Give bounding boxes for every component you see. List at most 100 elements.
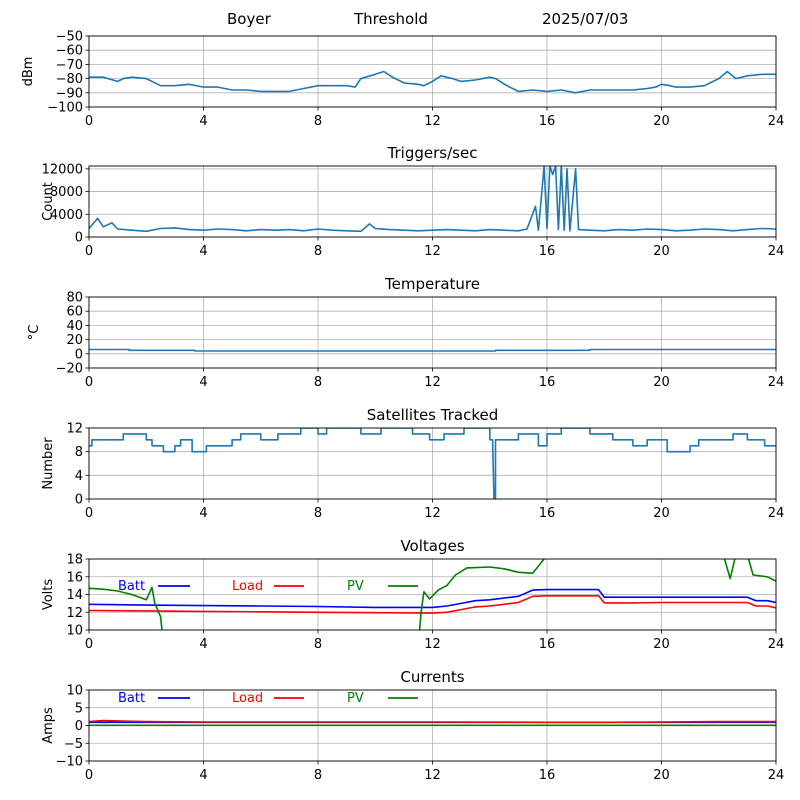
x-tick-label: 16 xyxy=(539,114,556,129)
x-tick-label: 12 xyxy=(424,506,441,521)
y-tick-label: −80 xyxy=(56,72,83,87)
x-tick-label: 20 xyxy=(653,375,670,390)
y-tick-label: −100 xyxy=(47,101,83,116)
y-axis-label: Count xyxy=(41,182,56,221)
y-tick-label: 0 xyxy=(75,231,83,246)
panel-3-series-group xyxy=(89,428,776,499)
x-tick-label: 12 xyxy=(424,375,441,390)
series-line-data xyxy=(89,166,776,233)
x-tick-label: 24 xyxy=(768,244,785,259)
x-tick-label: 12 xyxy=(424,768,441,783)
series-line-data xyxy=(89,428,776,499)
panel-frame xyxy=(88,35,777,108)
y-tick-label: 12000 xyxy=(42,162,83,177)
x-tick-label: 8 xyxy=(314,506,322,521)
y-tick-label: 80 xyxy=(66,291,83,306)
panel-4-series-group xyxy=(89,559,776,630)
x-tick-label: 0 xyxy=(85,637,93,652)
panel-0-series-group xyxy=(89,70,776,94)
x-tick-label: 20 xyxy=(653,506,670,521)
x-tick-label: 8 xyxy=(314,637,322,652)
panel-1-series-group xyxy=(89,166,776,233)
x-tick-label: 8 xyxy=(314,375,322,390)
series-line-data xyxy=(89,70,776,94)
y-tick-label: 18 xyxy=(66,553,83,568)
x-tick-label: 4 xyxy=(199,506,207,521)
header-date-label: 2025/07/03 xyxy=(542,10,629,28)
panel-5-series-group xyxy=(89,719,776,727)
series-line-batt xyxy=(89,588,776,609)
header-mode-label: Threshold xyxy=(354,10,428,28)
x-tick-label: 16 xyxy=(539,768,556,783)
y-tick-label: 40 xyxy=(66,319,83,334)
y-tick-label: 10 xyxy=(66,684,83,699)
y-tick-label: 0 xyxy=(75,493,83,508)
y-axis-label: dBm xyxy=(21,57,36,87)
y-tick-label: 20 xyxy=(66,333,83,348)
x-tick-label: 4 xyxy=(199,637,207,652)
y-axis-label: Volts xyxy=(41,579,56,611)
panel-title: Temperature xyxy=(384,275,480,293)
panel-2-series-group xyxy=(89,348,776,352)
panel-frame xyxy=(88,558,777,631)
y-tick-label: 16 xyxy=(66,570,83,585)
x-tick-label: 24 xyxy=(768,768,785,783)
y-tick-label: −90 xyxy=(56,86,83,101)
y-tick-label: 0 xyxy=(75,347,83,362)
x-tick-label: 4 xyxy=(199,244,207,259)
x-tick-label: 8 xyxy=(314,244,322,259)
y-axis-label: °C xyxy=(27,325,42,341)
x-tick-label: 16 xyxy=(539,637,556,652)
y-axis-label: Amps xyxy=(41,707,56,744)
x-tick-label: 4 xyxy=(199,375,207,390)
panel-frame xyxy=(88,689,777,762)
y-tick-label: 8000 xyxy=(50,185,83,200)
panel-frame xyxy=(88,296,777,369)
y-tick-label: 4 xyxy=(75,469,83,484)
x-tick-label: 24 xyxy=(768,375,785,390)
y-tick-label: −5 xyxy=(64,737,83,752)
x-tick-label: 16 xyxy=(539,506,556,521)
panel-frame xyxy=(88,427,777,500)
x-tick-label: 20 xyxy=(653,637,670,652)
x-tick-label: 24 xyxy=(768,506,785,521)
x-tick-label: 12 xyxy=(424,244,441,259)
y-tick-label: −60 xyxy=(56,44,83,59)
y-tick-label: −20 xyxy=(56,362,83,377)
x-tick-label: 20 xyxy=(653,768,670,783)
x-tick-label: 16 xyxy=(539,244,556,259)
y-tick-label: 12 xyxy=(66,422,83,437)
legend-label-batt: Batt xyxy=(118,691,145,706)
x-tick-label: 20 xyxy=(653,244,670,259)
panel-title: Triggers/sec xyxy=(387,144,478,162)
x-tick-label: 24 xyxy=(768,637,785,652)
series-line-pv xyxy=(89,559,776,630)
y-tick-label: −70 xyxy=(56,58,83,73)
y-tick-label: 4000 xyxy=(50,208,83,223)
y-tick-label: 0 xyxy=(75,719,83,734)
series-line-data xyxy=(89,348,776,352)
series-line-load xyxy=(89,719,776,724)
x-tick-label: 0 xyxy=(85,768,93,783)
header-station-label: Boyer xyxy=(227,10,271,28)
y-axis-label: Number xyxy=(41,437,56,490)
y-tick-label: −50 xyxy=(56,30,83,45)
y-tick-label: 8 xyxy=(75,445,83,460)
x-tick-label: 24 xyxy=(768,114,785,129)
x-tick-label: 8 xyxy=(314,768,322,783)
x-tick-label: 0 xyxy=(85,375,93,390)
y-tick-label: 14 xyxy=(66,588,83,603)
panel-frame xyxy=(88,165,777,238)
x-tick-label: 16 xyxy=(539,375,556,390)
y-tick-label: −10 xyxy=(56,755,83,770)
y-tick-label: 10 xyxy=(66,624,83,639)
panel-title: Satellites Tracked xyxy=(367,406,498,424)
legend-label-batt: Batt xyxy=(118,579,145,594)
legend-label-load: Load xyxy=(232,579,263,594)
x-tick-label: 12 xyxy=(424,637,441,652)
legend-label-pv: PV xyxy=(347,579,364,594)
y-tick-label: 5 xyxy=(75,701,83,716)
x-tick-label: 20 xyxy=(653,114,670,129)
x-tick-label: 4 xyxy=(199,114,207,129)
